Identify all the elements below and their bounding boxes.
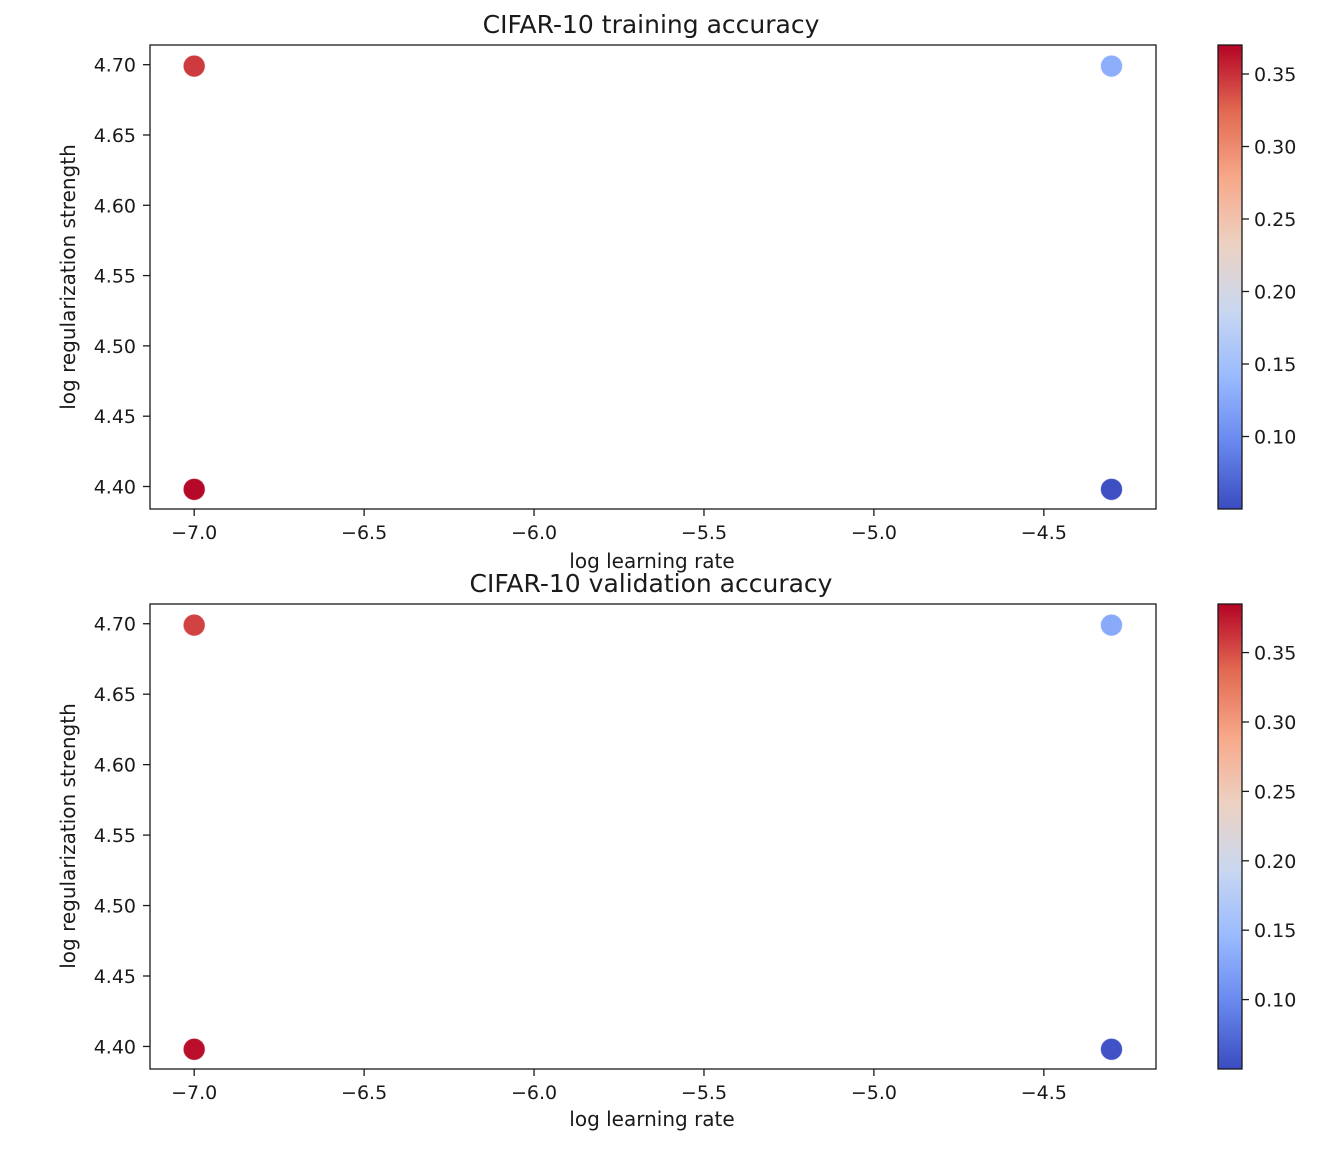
data-point [1099, 1037, 1123, 1061]
data-point [1099, 54, 1123, 78]
y-tick-label: 4.40 [94, 1036, 136, 1058]
colorbar-tick-label: 0.30 [1254, 137, 1296, 159]
colorbar-tick-label: 0.25 [1254, 781, 1296, 803]
y-tick-label: 4.55 [94, 266, 136, 288]
colorbar-tick-label: 0.15 [1254, 354, 1296, 376]
y-tick-label: 4.55 [94, 825, 136, 847]
y-tick-label: 4.60 [94, 195, 136, 217]
chart-title: CIFAR-10 training accuracy [483, 10, 820, 39]
x-tick-label: −6.0 [511, 1082, 557, 1104]
y-tick-label: 4.70 [94, 614, 136, 636]
x-tick-label: −5.5 [681, 1082, 727, 1104]
validation-accuracy-chart: CIFAR-10 validation accuracy −7.0 −6.5 −6.… [56, 569, 1296, 1131]
colorbar-tick-label: 0.10 [1254, 427, 1296, 449]
x-tick-label: −5.0 [851, 1082, 897, 1104]
data-point [182, 54, 206, 78]
colorbar-tick-label: 0.10 [1254, 990, 1296, 1012]
data-point [1099, 477, 1123, 501]
x-axis-label: log learning rate [569, 1107, 734, 1131]
data-point [182, 1037, 206, 1061]
x-tick-label: −6.0 [511, 522, 557, 544]
y-tick-label: 4.50 [94, 336, 136, 358]
colorbar [1217, 44, 1243, 510]
y-tick-label: 4.45 [94, 406, 136, 428]
x-tick-label: −5.0 [851, 522, 897, 544]
colorbar-tick-label: 0.20 [1254, 282, 1296, 304]
y-axis-label: log regularization strength [56, 144, 80, 410]
y-tick-label: 4.65 [94, 125, 136, 147]
x-tick-label: −4.5 [1021, 1082, 1067, 1104]
colorbar [1217, 603, 1243, 1070]
data-point [182, 477, 206, 501]
colorbar-tick-label: 0.35 [1254, 643, 1296, 665]
x-tick-label: −7.0 [171, 522, 217, 544]
y-tick-label: 4.45 [94, 966, 136, 988]
y-tick-label: 4.65 [94, 684, 136, 706]
plot-area [149, 603, 1157, 1070]
colorbar-tick-label: 0.20 [1254, 851, 1296, 873]
data-point [182, 613, 206, 637]
x-tick-label: −7.0 [171, 1082, 217, 1104]
y-tick-label: 4.70 [94, 55, 136, 77]
colorbar-tick-label: 0.35 [1254, 64, 1296, 86]
x-tick-label: −5.5 [681, 522, 727, 544]
training-accuracy-chart: CIFAR-10 training accuracy −7.0 −6.5 −6.0 −… [56, 10, 1296, 573]
x-tick-label: −6.5 [341, 1082, 387, 1104]
plot-area [149, 44, 1157, 510]
y-tick-label: 4.60 [94, 755, 136, 777]
colorbar-tick-label: 0.30 [1254, 712, 1296, 734]
data-point [1099, 613, 1123, 637]
y-tick-label: 4.40 [94, 477, 136, 499]
x-tick-label: −4.5 [1021, 522, 1067, 544]
x-tick-label: −6.5 [341, 522, 387, 544]
y-tick-label: 4.50 [94, 896, 136, 918]
y-axis-label: log regularization strength [56, 703, 80, 969]
x-axis-label: log learning rate [569, 549, 734, 573]
chart-title: CIFAR-10 validation accuracy [470, 569, 833, 598]
colorbar-tick-label: 0.15 [1254, 920, 1296, 942]
colorbar-tick-label: 0.25 [1254, 209, 1296, 231]
